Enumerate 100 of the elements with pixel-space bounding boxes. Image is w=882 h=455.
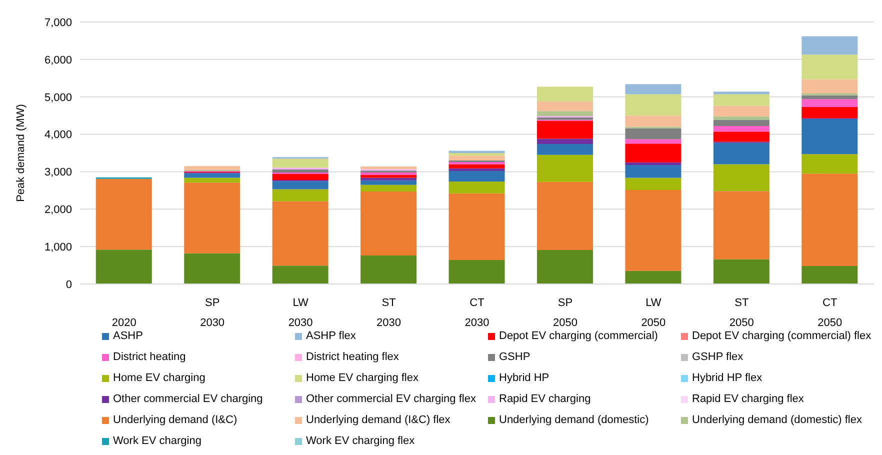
bar xyxy=(536,111,593,116)
y-tick-label: 2,000 xyxy=(44,204,72,216)
bar xyxy=(96,178,152,250)
y-tick-label: 6,000 xyxy=(44,54,72,66)
legend-label: Underlying demand (domestic) xyxy=(499,414,649,426)
bar xyxy=(272,201,328,266)
x-tick-label: ST 2050 xyxy=(729,297,754,329)
y-tick-label: 4,000 xyxy=(44,129,72,142)
bar xyxy=(713,142,770,164)
x-tick-label: LW 2050 xyxy=(641,297,666,329)
bar xyxy=(536,138,593,144)
legend-label: ASHP flex xyxy=(306,330,356,342)
bar xyxy=(802,266,858,284)
bar xyxy=(448,181,505,194)
x-tick-label: CT 2050 xyxy=(818,297,842,329)
x-tick-label: SP 2050 xyxy=(552,297,578,329)
legend-label: Depot EV charging (commercial) xyxy=(499,330,658,342)
bar xyxy=(625,190,682,271)
bar xyxy=(448,164,505,168)
bar xyxy=(625,94,682,116)
legend-label: Home EV charging xyxy=(113,372,206,384)
bar xyxy=(184,178,240,183)
bar xyxy=(625,116,682,127)
bar xyxy=(536,154,593,182)
x-tick-label: CT 2030 xyxy=(464,297,490,329)
bar xyxy=(360,184,417,192)
legend-label: GSHP flex xyxy=(692,351,744,363)
legend-label: Hybrid HP flex xyxy=(692,372,762,384)
x-tick-label: ST 2030 xyxy=(376,297,402,329)
legend-label: Underlying demand (I&C) flex xyxy=(306,414,450,426)
bar xyxy=(713,106,770,116)
bar xyxy=(625,270,682,284)
bar xyxy=(184,182,240,254)
legend-label: Other commercial EV charging flex xyxy=(306,393,476,405)
bar xyxy=(536,182,593,250)
x-tick-label: LW 2030 xyxy=(288,297,313,329)
legend-label: Rapid EV charging xyxy=(499,393,591,405)
bar xyxy=(802,106,858,118)
bar xyxy=(272,181,328,190)
bar xyxy=(448,260,505,284)
legend-label: Depot EV charging (commercial) flex xyxy=(692,330,872,342)
bar xyxy=(713,92,770,94)
legend-label: Underlying demand (I&C) xyxy=(113,414,238,426)
legend-label: District heating flex xyxy=(306,351,399,363)
bar xyxy=(802,99,858,107)
bar xyxy=(713,132,770,142)
bar xyxy=(625,164,682,178)
legend-label: Rapid EV charging flex xyxy=(692,393,804,405)
legend-label: Home EV charging flex xyxy=(306,372,418,384)
bar xyxy=(448,193,505,260)
bar xyxy=(360,180,417,185)
legend-label: Work EV charging flex xyxy=(306,435,415,447)
bar xyxy=(625,178,682,190)
bar xyxy=(713,191,770,260)
legend-label: Hybrid HP xyxy=(499,372,550,384)
bar xyxy=(625,128,682,140)
bar xyxy=(272,169,328,172)
bar xyxy=(272,158,328,168)
bar xyxy=(625,84,682,94)
bar xyxy=(802,118,858,154)
bar xyxy=(713,259,770,284)
legend-label: Underlying demand (domestic) flex xyxy=(692,414,862,426)
bar xyxy=(713,94,770,106)
bar xyxy=(802,174,858,266)
bar xyxy=(184,173,240,178)
bar xyxy=(272,266,328,284)
y-tick-label: 1,000 xyxy=(44,241,72,254)
bar xyxy=(448,153,505,156)
bar xyxy=(360,166,417,170)
legend-label: Other commercial EV charging xyxy=(113,393,263,405)
x-tick-label: SP 2030 xyxy=(200,297,225,329)
bar xyxy=(272,189,328,202)
bar xyxy=(802,154,858,174)
bar xyxy=(448,168,505,171)
bar xyxy=(713,126,770,132)
bar xyxy=(536,250,593,284)
bar xyxy=(802,36,858,55)
legend-label: Work EV charging xyxy=(113,435,202,447)
legend-label: District heating xyxy=(113,351,186,363)
bar xyxy=(360,256,417,284)
y-axis-title: Peak demand (MW) xyxy=(14,104,27,202)
bar xyxy=(802,54,858,80)
bar xyxy=(272,174,328,180)
y-tick-label: 0 xyxy=(66,278,72,291)
bar xyxy=(802,95,858,100)
bar xyxy=(713,164,770,192)
bar xyxy=(184,166,240,170)
bar xyxy=(360,192,417,256)
bar xyxy=(713,120,770,126)
bar xyxy=(625,144,682,162)
bar xyxy=(360,178,417,180)
y-tick-label: 5,000 xyxy=(44,92,72,104)
bar xyxy=(360,174,417,178)
bar xyxy=(625,162,682,165)
bar xyxy=(184,253,240,284)
bar xyxy=(448,170,505,182)
bar xyxy=(96,250,152,284)
bar xyxy=(536,120,593,139)
y-tick-label: 7,000 xyxy=(44,16,72,29)
x-tick-label: 2020 xyxy=(112,317,136,329)
